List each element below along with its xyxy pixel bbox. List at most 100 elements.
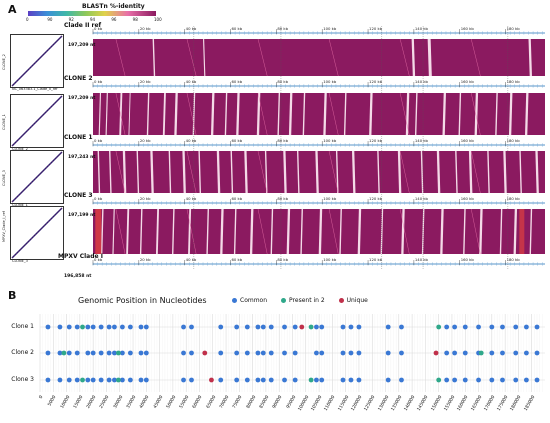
variant-point [143, 350, 149, 356]
variant-point [112, 350, 117, 356]
axis-tick-label: 0 kb [94, 257, 103, 262]
variant-point [433, 350, 439, 356]
axis-tick-label: 180 kb [507, 26, 521, 31]
axis-tick-label: 180 kb [507, 257, 521, 262]
variant-point [116, 377, 121, 383]
variant-point [66, 350, 72, 356]
variant-point [106, 350, 112, 356]
alignment-gap [146, 93, 150, 135]
alignment-gap [109, 151, 112, 193]
legend-swatch [281, 298, 287, 303]
variant-point [90, 324, 96, 330]
variant-point [255, 377, 261, 383]
alignment-link [399, 38, 410, 77]
variant-point [356, 350, 362, 356]
genome-length-label: 196,858 nt [64, 274, 92, 279]
alignment-gap [508, 93, 513, 135]
alignment-gap [119, 93, 123, 135]
alignment-gap [296, 151, 300, 193]
alignment-gap [97, 151, 101, 193]
genome-name-label: CLONE 3 [64, 192, 93, 199]
variant-point [234, 377, 240, 383]
variant-point [444, 350, 450, 356]
axis-tick-label: 100 kb [323, 138, 337, 143]
axis-tick-label: 120 kb [369, 138, 383, 143]
alignment-variant-block [519, 209, 525, 254]
variant-point [234, 324, 240, 330]
alignment-gap [277, 93, 281, 135]
alignment-gap [369, 93, 373, 135]
variant-point [74, 324, 80, 330]
variant-point [85, 350, 91, 356]
axis-tick-label: 180 kb [507, 138, 521, 143]
identity-legend-title: BLASTn %-identity [82, 3, 145, 10]
axis-tick-label: 100 kb [323, 196, 337, 201]
axis-tick-label: 140 kb [415, 26, 429, 31]
variant-point [348, 377, 354, 383]
variant-point [202, 350, 208, 356]
variant-point [399, 377, 404, 383]
variant-point [292, 350, 298, 356]
variant-point [523, 377, 529, 383]
legend-label: Unique [346, 297, 368, 304]
alignment-block [93, 151, 545, 193]
alignment-gap [513, 209, 518, 254]
alignment-gap [210, 93, 215, 135]
legend-label: Present in 2 [289, 297, 325, 304]
dotplot [10, 94, 64, 148]
variant-point [119, 324, 125, 330]
alignment-gap [152, 39, 156, 76]
alignment-link [399, 92, 410, 136]
variant-point [268, 324, 274, 330]
variant-point [218, 350, 224, 356]
variant-point [66, 377, 72, 383]
dotplot [10, 34, 64, 88]
variant-point [61, 350, 67, 356]
axis-tick-label: 40 kb [186, 196, 197, 201]
axis-tick-label: 60 kb [232, 257, 243, 262]
variant-point [260, 350, 266, 356]
alignment-gap [256, 93, 261, 135]
variant-point [138, 350, 144, 356]
axis-tick-label: 80 kb [277, 138, 288, 143]
alignment-link [257, 38, 268, 77]
identity-colorbar [28, 11, 156, 16]
variant-point [45, 324, 51, 330]
variant-point [534, 377, 540, 383]
variant-point [189, 377, 194, 383]
dotplot-diagonal [11, 35, 63, 87]
genome-name-label: Clade II ref [64, 22, 102, 29]
axis-tick-label: 80 kb [277, 257, 288, 262]
variant-point [90, 350, 96, 356]
alignment-block [93, 93, 545, 135]
variant-point [57, 350, 63, 356]
variant-point [534, 350, 540, 356]
variant-point [189, 350, 194, 356]
variant-point [57, 377, 63, 383]
axis-tick-label: 160 kb [461, 26, 475, 31]
dotplot-canvas [11, 207, 63, 259]
alignment-gap [525, 93, 529, 135]
variant-point [138, 324, 144, 330]
alignment-gap [401, 209, 405, 254]
variant-point [244, 350, 250, 356]
variant-point [340, 350, 346, 356]
alignment-link [115, 38, 126, 77]
axis-tick-label: 20 kb [140, 79, 151, 84]
genome-length-label: 197,209 nt [68, 43, 96, 48]
alignment-gap [236, 93, 240, 135]
alignment-gap [528, 39, 532, 76]
alignment-gap [302, 93, 306, 135]
variant-point [444, 324, 450, 330]
axis-tick-label: 180 kb [507, 196, 521, 201]
alignment-gap [455, 151, 458, 193]
variant-point [399, 350, 404, 356]
dotplot-x-label: CLONE_3 [12, 259, 28, 263]
variant-point [189, 324, 194, 330]
variant-point [299, 324, 305, 330]
alignment-gap [458, 93, 462, 135]
alignment-gap [529, 209, 533, 254]
alignment-gap [315, 151, 319, 193]
variant-point [45, 350, 51, 356]
identity-legend-tick: 98 [132, 17, 138, 22]
